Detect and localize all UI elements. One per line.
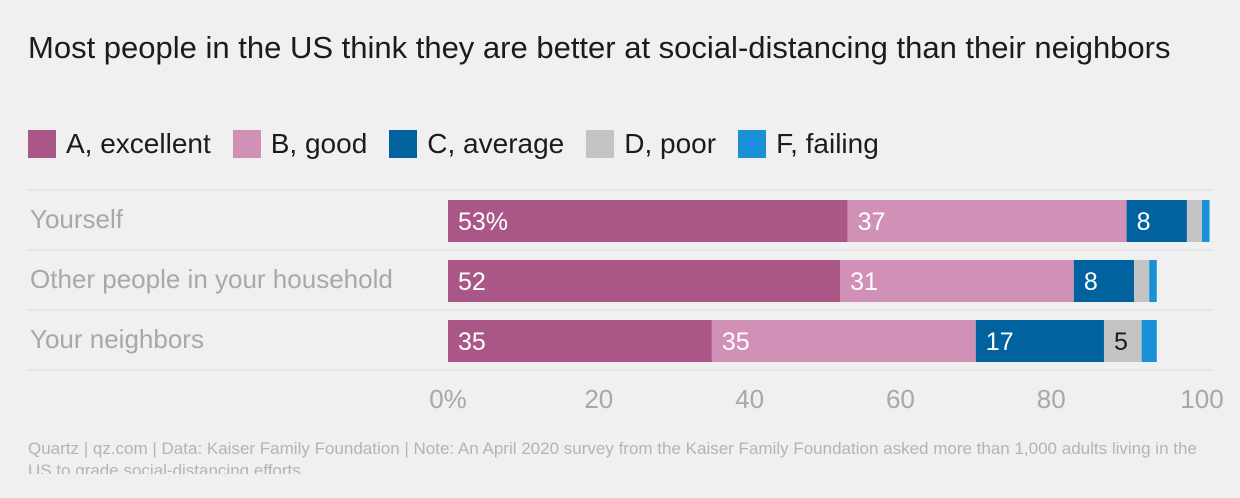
legend-swatch bbox=[232, 130, 261, 158]
category-label: Your neighbors bbox=[30, 324, 204, 354]
legend-item: D, poor bbox=[586, 128, 716, 160]
bar-segment bbox=[1186, 200, 1202, 242]
x-tick-label: 100 bbox=[1180, 384, 1223, 414]
data-label: 5 bbox=[1114, 328, 1128, 356]
data-label: 17 bbox=[986, 328, 1014, 356]
legend: A, excellent B, good C, average D, poor F, f… bbox=[28, 128, 901, 160]
category-label: Yourself bbox=[30, 204, 124, 234]
x-tick-label: 0% bbox=[429, 384, 467, 414]
bar-segment bbox=[1126, 200, 1187, 242]
data-label: 52 bbox=[458, 268, 486, 296]
bar-segment bbox=[448, 320, 712, 362]
x-tick-label: 40 bbox=[735, 384, 764, 414]
bar-segment bbox=[711, 320, 976, 362]
bar-segment bbox=[448, 200, 848, 242]
bar-segment bbox=[1103, 320, 1142, 362]
legend-label: B, good bbox=[270, 128, 368, 159]
bar-segment bbox=[1202, 200, 1210, 242]
bar-segment bbox=[1149, 260, 1157, 302]
x-tick-label: 60 bbox=[886, 384, 915, 414]
chart-title: Most people in the US think they are bet… bbox=[28, 30, 1171, 65]
stacked-bar-chart: Yourself 53% 37 8 Other people in your house… bbox=[28, 189, 1224, 414]
data-label: 8 bbox=[1084, 268, 1098, 296]
legend-label: F, failing bbox=[776, 128, 879, 159]
chart-footer: Quartz | qz.com | Data: Kaiser Family Fo… bbox=[28, 439, 1197, 474]
bar-segment bbox=[1134, 260, 1150, 302]
bar-segment bbox=[847, 200, 1127, 242]
bar-segment bbox=[1073, 260, 1135, 302]
bar-segment bbox=[448, 260, 841, 302]
x-tick-label: 20 bbox=[584, 384, 613, 414]
legend-swatch bbox=[586, 130, 615, 158]
x-tick-label: 80 bbox=[1037, 384, 1066, 414]
category-label: Other people in your household bbox=[30, 264, 393, 294]
legend-item: C, average bbox=[389, 128, 564, 160]
legend-swatch bbox=[28, 130, 56, 158]
data-label: 53% bbox=[458, 208, 508, 236]
data-label: 31 bbox=[850, 268, 878, 296]
legend-label: D, poor bbox=[624, 128, 717, 159]
data-label: 37 bbox=[858, 208, 886, 236]
legend-item: F, failing bbox=[738, 128, 879, 160]
legend-item: B, good bbox=[232, 128, 368, 160]
legend-item: A, excellent bbox=[28, 128, 211, 160]
bar-segment bbox=[840, 260, 1074, 302]
data-label: 35 bbox=[458, 328, 486, 356]
bar-segment bbox=[975, 320, 1104, 362]
bar-segment bbox=[1141, 320, 1157, 362]
data-label: 35 bbox=[722, 328, 750, 356]
legend-label: C, average bbox=[427, 128, 565, 159]
legend-label: A, excellent bbox=[66, 128, 211, 159]
data-label: 8 bbox=[1137, 208, 1151, 236]
legend-swatch bbox=[389, 130, 418, 158]
legend-swatch bbox=[738, 130, 767, 158]
